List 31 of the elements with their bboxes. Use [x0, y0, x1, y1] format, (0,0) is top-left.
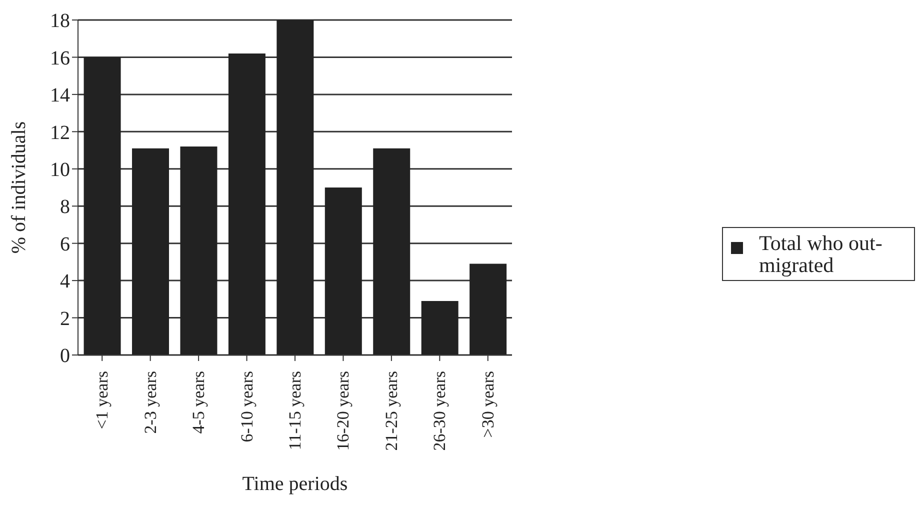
legend-label: Total who out-migrated — [759, 231, 884, 277]
bar — [470, 264, 507, 355]
y-tick-label: 0 — [60, 345, 70, 368]
y-tick-label: 6 — [60, 233, 70, 256]
x-tick-label: 2-3 years — [140, 371, 160, 434]
x-tick-label: 6-10 years — [237, 371, 256, 442]
x-tick-label: 21-25 years — [382, 371, 401, 451]
bar — [276, 20, 314, 355]
bar — [421, 301, 458, 355]
bar — [228, 54, 266, 355]
bar — [373, 148, 410, 355]
x-tick-label: 26-30 years — [430, 371, 450, 451]
x-tick-label: >30 years — [478, 371, 498, 438]
y-tick-label: 16 — [50, 47, 70, 70]
x-tick-label: 11-15 years — [286, 371, 304, 450]
y-tick-label: 4 — [60, 270, 70, 293]
y-axis-title: % of individuals — [8, 121, 30, 254]
y-tick-label: 12 — [50, 122, 70, 144]
y-tick-label: 14 — [50, 84, 70, 107]
y-tick-label: 8 — [60, 196, 70, 218]
x-tick-label: 4-5 years — [189, 371, 208, 434]
x-axis-title: Time periods — [242, 473, 348, 495]
x-tick-label: 16-20 years — [334, 371, 353, 451]
x-tick-label: <1 years — [92, 371, 112, 430]
bar — [180, 146, 218, 355]
y-tick-label: 18 — [50, 10, 70, 32]
y-tick-label: 10 — [50, 158, 70, 181]
bar — [132, 148, 170, 355]
bar — [84, 57, 121, 355]
bar — [324, 188, 362, 355]
y-tick-label: 2 — [60, 308, 70, 330]
